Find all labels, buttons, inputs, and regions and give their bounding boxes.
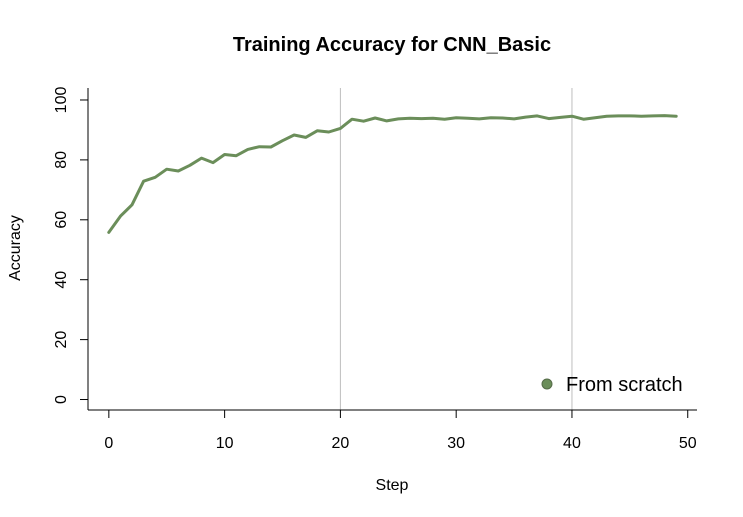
y-tick-label: 20	[53, 331, 70, 349]
series-line-from-scratch	[107, 114, 678, 234]
y-tick-label: 0	[53, 395, 70, 404]
vertical-reference-lines	[339, 88, 573, 410]
x-axis-ticks: 0 10 20 30 40 50	[104, 410, 697, 452]
x-tick-label: 0	[104, 435, 113, 452]
legend-label: From scratch	[566, 374, 683, 396]
y-axis-ticks: 0 20 40 60 80 100	[53, 87, 88, 404]
x-tick-label: 20	[332, 435, 350, 452]
y-tick-label: 40	[53, 271, 70, 289]
y-tick-label: 100	[53, 87, 70, 114]
y-tick-label: 60	[53, 211, 70, 229]
legend-marker	[541, 378, 553, 390]
x-tick-label: 40	[563, 435, 581, 452]
legend: From scratch	[541, 374, 683, 396]
x-tick-label: 10	[216, 435, 234, 452]
x-axis-label: Step	[376, 477, 409, 494]
y-axis-label: Accuracy	[7, 215, 24, 281]
x-tick-label: 30	[447, 435, 465, 452]
y-tick-label: 80	[53, 151, 70, 169]
x-tick-label: 50	[679, 435, 697, 452]
chart-title: Training Accuracy for CNN_Basic	[233, 34, 551, 56]
